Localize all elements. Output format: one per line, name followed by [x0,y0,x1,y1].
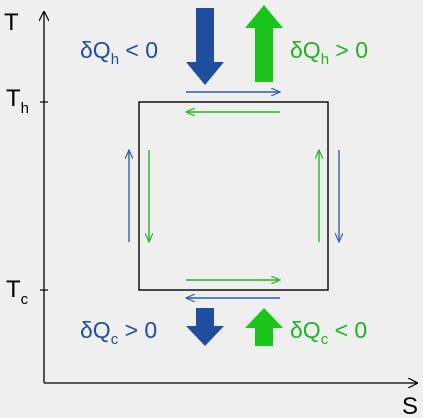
label-dqc-negative-sub: c [321,331,329,348]
label-dqc-positive-post: > 0 [118,317,157,343]
label-dqh-positive-pre: δQ [290,37,321,63]
label-dqc-negative-pre: δQ [290,317,321,343]
big-up-arrow-icon [245,5,283,82]
label-dqh-positive-sub: h [321,51,329,68]
label-dqc-negative: δQc < 0 [290,317,367,348]
y-axis-label: T [4,9,19,36]
small-down-arrow-icon [186,308,224,346]
small-up-arrow-icon [245,308,283,346]
tick-label-th-sub: h [21,100,29,117]
x-axis-label: S [402,393,418,418]
label-dqh-positive: δQh > 0 [290,37,368,68]
tick-label-tc: Tc [6,276,29,308]
tick-label-th: Th [6,85,29,117]
cycle-rectangle [138,101,329,291]
label-dqc-positive-pre: δQ [80,317,111,343]
label-dqc-positive-sub: c [111,331,119,348]
tick-label-tc-main: T [6,276,21,303]
label-dqh-negative-pre: δQ [80,37,111,63]
label-dqc-negative-post: < 0 [328,317,367,343]
label-dqh-negative-post: < 0 [119,37,158,63]
label-dqh-negative: δQh < 0 [80,37,158,68]
tick-label-tc-sub: c [21,291,29,308]
big-down-arrow-icon [186,8,224,85]
label-dqh-negative-sub: h [111,51,119,68]
tick-label-th-main: T [6,85,21,112]
label-dqc-positive: δQc > 0 [80,317,157,348]
label-dqh-positive-post: > 0 [329,37,368,63]
